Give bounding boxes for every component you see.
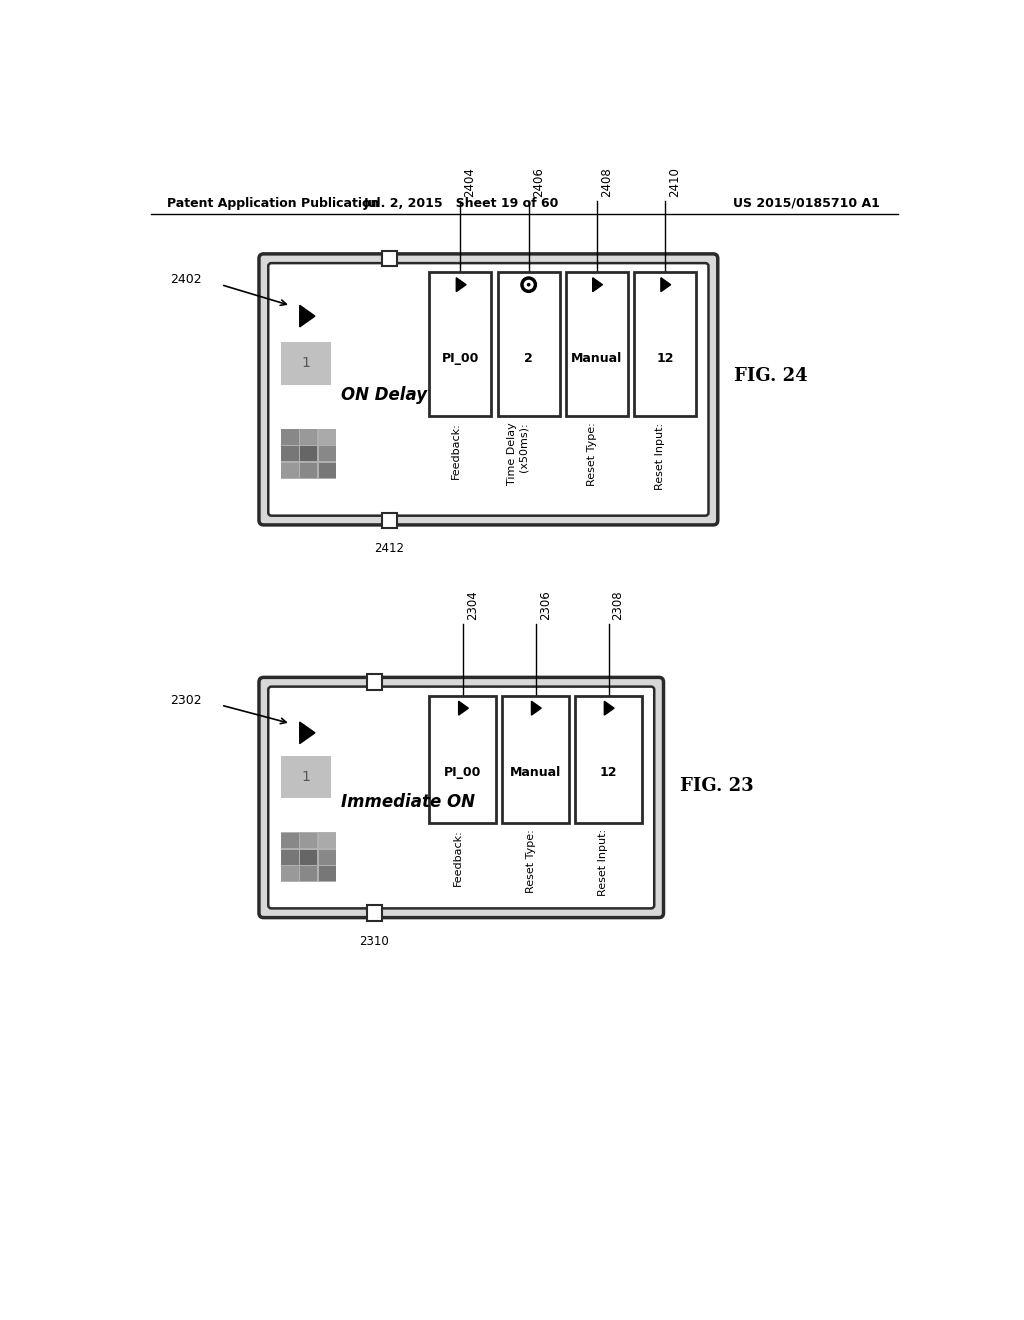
Bar: [367, 906, 382, 921]
Text: 2402: 2402: [170, 273, 202, 286]
Bar: [282, 833, 299, 847]
Text: Immediate ON: Immediate ON: [341, 793, 475, 810]
Bar: [575, 696, 642, 822]
Bar: [382, 251, 397, 267]
Text: FIG. 24: FIG. 24: [734, 367, 808, 385]
Polygon shape: [300, 722, 315, 743]
Text: 2412: 2412: [374, 543, 404, 554]
Text: Manual: Manual: [510, 766, 561, 779]
Text: 2304: 2304: [466, 590, 479, 620]
Polygon shape: [300, 305, 315, 327]
Bar: [281, 342, 331, 384]
Bar: [282, 446, 299, 461]
FancyBboxPatch shape: [259, 677, 664, 917]
Polygon shape: [531, 701, 542, 715]
Text: 2308: 2308: [611, 591, 625, 620]
Bar: [318, 866, 336, 882]
Text: 2306: 2306: [539, 590, 552, 620]
Bar: [429, 696, 496, 822]
Text: FIG. 23: FIG. 23: [680, 777, 754, 795]
Text: 2310: 2310: [358, 935, 388, 948]
Text: Feedback:: Feedback:: [453, 829, 463, 886]
Text: US 2015/0185710 A1: US 2015/0185710 A1: [733, 197, 880, 210]
Bar: [382, 512, 397, 528]
Bar: [318, 463, 336, 478]
Text: Patent Application Publication: Patent Application Publication: [167, 197, 379, 210]
Bar: [429, 272, 492, 416]
Polygon shape: [457, 277, 466, 292]
Text: PI_00: PI_00: [441, 352, 479, 366]
Bar: [282, 463, 299, 478]
Bar: [300, 429, 317, 445]
Bar: [318, 446, 336, 461]
Text: 2408: 2408: [600, 168, 613, 197]
Text: Reset Input:: Reset Input:: [598, 829, 608, 896]
Text: 1: 1: [301, 356, 310, 371]
Bar: [634, 272, 696, 416]
Bar: [281, 429, 337, 479]
Text: PI_00: PI_00: [444, 766, 481, 779]
Text: Reset Type:: Reset Type:: [525, 829, 536, 892]
Text: Jul. 2, 2015   Sheet 19 of 60: Jul. 2, 2015 Sheet 19 of 60: [364, 197, 559, 210]
Circle shape: [527, 284, 529, 286]
Polygon shape: [660, 277, 671, 292]
Bar: [318, 833, 336, 847]
Polygon shape: [593, 277, 602, 292]
Text: 12: 12: [600, 766, 617, 779]
Circle shape: [524, 280, 532, 289]
Text: 2302: 2302: [170, 694, 202, 708]
Bar: [300, 446, 317, 461]
Bar: [300, 850, 317, 865]
Text: Time Delay
(x50ms):: Time Delay (x50ms):: [507, 422, 528, 486]
FancyBboxPatch shape: [268, 686, 654, 908]
Text: ON Delay: ON Delay: [341, 385, 427, 404]
Bar: [367, 675, 382, 689]
Text: 2406: 2406: [531, 168, 545, 197]
Text: 12: 12: [656, 352, 674, 366]
Text: Feedback:: Feedback:: [451, 422, 461, 479]
Bar: [318, 429, 336, 445]
Bar: [318, 850, 336, 865]
Polygon shape: [604, 701, 614, 715]
Bar: [282, 429, 299, 445]
Text: Manual: Manual: [571, 352, 623, 366]
Text: 2410: 2410: [669, 168, 681, 197]
FancyBboxPatch shape: [268, 263, 709, 516]
Text: 2404: 2404: [464, 168, 476, 197]
Text: 2: 2: [524, 352, 534, 366]
Bar: [281, 756, 331, 799]
Bar: [281, 832, 337, 882]
Circle shape: [521, 277, 537, 293]
Bar: [300, 463, 317, 478]
Text: Reset Type:: Reset Type:: [587, 422, 597, 486]
Bar: [282, 850, 299, 865]
FancyBboxPatch shape: [259, 253, 718, 525]
Polygon shape: [459, 701, 468, 715]
Bar: [282, 866, 299, 882]
Text: Reset Input:: Reset Input:: [655, 422, 665, 490]
Bar: [566, 272, 628, 416]
Bar: [498, 272, 560, 416]
Bar: [300, 833, 317, 847]
Text: 1: 1: [301, 770, 310, 784]
Bar: [300, 866, 317, 882]
Bar: [503, 696, 569, 822]
